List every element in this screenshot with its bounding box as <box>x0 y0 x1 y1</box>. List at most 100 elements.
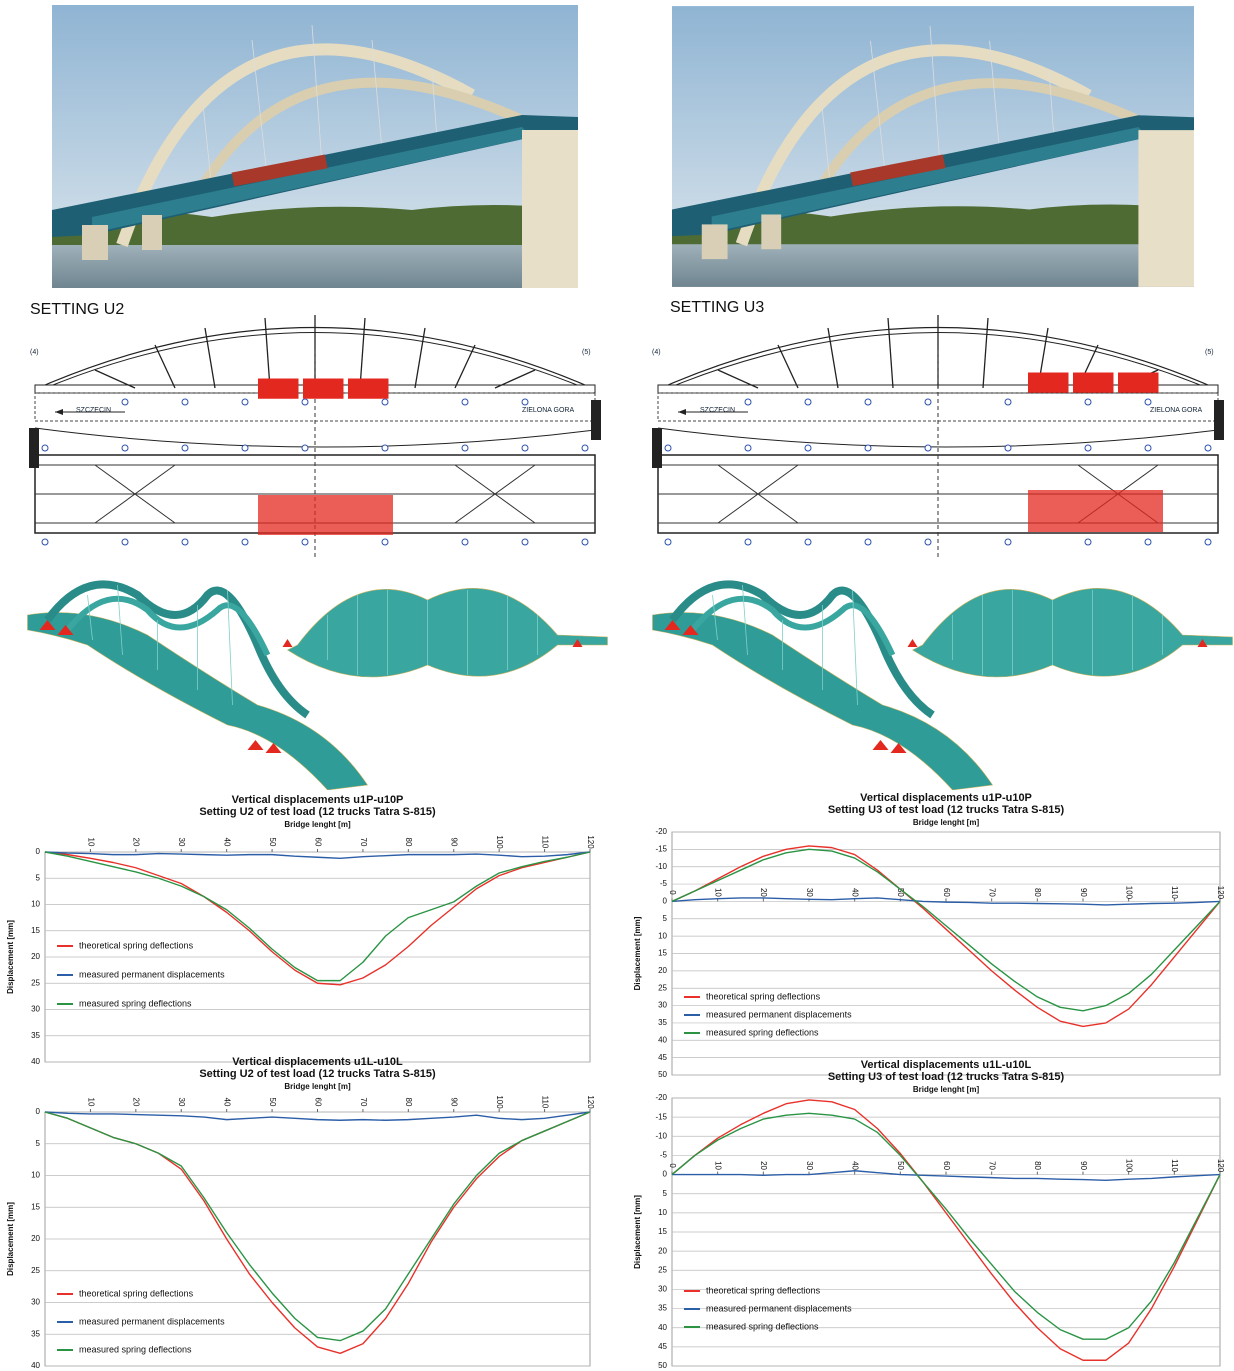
data-line <box>45 852 590 985</box>
x-tick-label: 100 <box>495 835 504 849</box>
direction-label: ZIELONA GORA <box>1150 407 1202 414</box>
figure: SETTING U2 SETTING U3 (4) (5) (4) (5) SZ… <box>0 0 1234 1371</box>
y-tick-label: 10 <box>31 900 40 909</box>
chart-subtitle: Setting U2 of test load (12 trucks Tatra… <box>199 1068 436 1080</box>
y-tick-label: 40 <box>658 1035 667 1044</box>
x-tick-label: 50 <box>268 1098 277 1107</box>
legend-label: measured spring deflections <box>706 1027 819 1037</box>
x-tick-label: 30 <box>177 838 186 847</box>
y-tick-label: 25 <box>31 978 40 987</box>
x-axis-label: Bridge lenght [m] <box>913 818 980 827</box>
legend-label: measured spring deflections <box>79 998 192 1008</box>
chart-title: Vertical displacements u1P-u10P <box>232 794 404 806</box>
y-tick-label: -15 <box>655 844 667 853</box>
x-tick-label: 120 <box>1216 886 1225 900</box>
legend-label: measured permanent displacements <box>706 1009 852 1019</box>
x-tick-label: 20 <box>132 838 141 847</box>
y-tick-label: 5 <box>663 1189 668 1198</box>
y-tick-label: -20 <box>655 1093 667 1102</box>
x-tick-label: 20 <box>759 1161 768 1170</box>
legend-label: measured spring deflections <box>706 1321 819 1331</box>
x-tick-label: 40 <box>223 838 232 847</box>
x-tick-label: 110 <box>1170 1159 1179 1172</box>
y-tick-label: 20 <box>31 1234 40 1243</box>
y-tick-label: 45 <box>658 1342 667 1351</box>
y-tick-label: -10 <box>655 1131 667 1140</box>
x-tick-label: 80 <box>1033 888 1042 897</box>
y-tick-label: 0 <box>36 1107 41 1116</box>
x-tick-label: 20 <box>759 888 768 897</box>
x-tick-label: 120 <box>586 835 595 849</box>
y-tick-label: 50 <box>658 1070 667 1079</box>
x-tick-label: 100 <box>1125 1159 1134 1173</box>
legend-label: theoretical spring deflections <box>706 1285 821 1295</box>
x-tick-label: 120 <box>1216 1159 1225 1173</box>
chart-subtitle: Setting U3 of test load (12 trucks Tatra… <box>828 1071 1065 1083</box>
x-tick-label: 110 <box>1170 886 1179 899</box>
y-tick-label: 35 <box>658 1304 667 1313</box>
y-axis-label: Displacement [mm] <box>6 1202 15 1276</box>
legend-label: theoretical spring deflections <box>79 1288 194 1298</box>
x-tick-label: 20 <box>132 1098 141 1107</box>
y-tick-label: 25 <box>658 983 667 992</box>
y-tick-label: 40 <box>31 1361 40 1370</box>
y-tick-label: -10 <box>655 862 667 871</box>
x-tick-label: 90 <box>450 1098 459 1107</box>
x-tick-label: 80 <box>1033 1161 1042 1170</box>
chart-title: Vertical displacements u1L-u10L <box>861 1059 1032 1071</box>
y-tick-label: 5 <box>663 914 668 923</box>
x-tick-label: 70 <box>359 838 368 847</box>
y-tick-label: 30 <box>658 1285 667 1294</box>
x-tick-label: 40 <box>851 888 860 897</box>
x-tick-label: 10 <box>86 838 95 847</box>
x-tick-label: 110 <box>540 836 549 849</box>
x-tick-label: 70 <box>988 888 997 897</box>
y-tick-label: 40 <box>658 1323 667 1332</box>
x-tick-label: 40 <box>851 1161 860 1170</box>
support-label: (5) <box>1205 349 1214 356</box>
y-tick-label: 50 <box>658 1361 667 1370</box>
chart-title: Vertical displacements u1L-u10L <box>232 1056 403 1068</box>
y-tick-label: 5 <box>36 1139 41 1148</box>
legend-label: measured permanent displacements <box>706 1303 852 1313</box>
support-label: (5) <box>582 349 591 356</box>
y-tick-label: 0 <box>36 847 41 856</box>
y-tick-label: 35 <box>31 1031 40 1040</box>
y-tick-label: 20 <box>658 1246 667 1255</box>
y-tick-label: -20 <box>655 827 667 836</box>
y-tick-label: -5 <box>660 1151 668 1160</box>
x-tick-label: 80 <box>404 1098 413 1107</box>
x-axis-label: Bridge lenght [m] <box>284 820 351 829</box>
x-tick-label: 90 <box>450 838 459 847</box>
y-tick-label: 20 <box>31 952 40 961</box>
y-tick-label: 25 <box>31 1266 40 1275</box>
x-tick-label: 100 <box>1125 886 1134 900</box>
x-tick-label: 100 <box>495 1095 504 1109</box>
y-tick-label: 5 <box>36 873 41 882</box>
data-line <box>45 1112 590 1341</box>
chart-title: Vertical displacements u1P-u10P <box>860 792 1032 804</box>
legend-label: measured permanent displacements <box>79 1316 225 1326</box>
x-tick-label: 40 <box>223 1098 232 1107</box>
x-axis-label: Bridge lenght [m] <box>284 1082 351 1091</box>
x-tick-label: 30 <box>805 1161 814 1170</box>
y-tick-label: 25 <box>658 1265 667 1274</box>
x-tick-label: 0 <box>668 1163 677 1168</box>
data-line <box>45 852 590 858</box>
support-label: (4) <box>30 349 39 356</box>
x-tick-label: 70 <box>988 1161 997 1170</box>
support-label: (4) <box>652 349 661 356</box>
y-tick-label: 30 <box>31 1005 40 1014</box>
x-tick-label: 60 <box>313 838 322 847</box>
y-tick-label: 30 <box>31 1298 40 1307</box>
x-tick-label: 50 <box>896 1161 905 1170</box>
chart-subtitle: Setting U3 of test load (12 trucks Tatra… <box>828 804 1065 816</box>
legend-label: theoretical spring deflections <box>706 991 821 1001</box>
direction-label: SZCZECIN <box>700 407 735 414</box>
data-line <box>45 1112 590 1120</box>
legend-label: measured spring deflections <box>79 1344 192 1354</box>
y-tick-label: 15 <box>658 1227 667 1236</box>
x-tick-label: 110 <box>540 1096 549 1109</box>
y-tick-label: 15 <box>31 1202 40 1211</box>
x-tick-label: 30 <box>805 888 814 897</box>
